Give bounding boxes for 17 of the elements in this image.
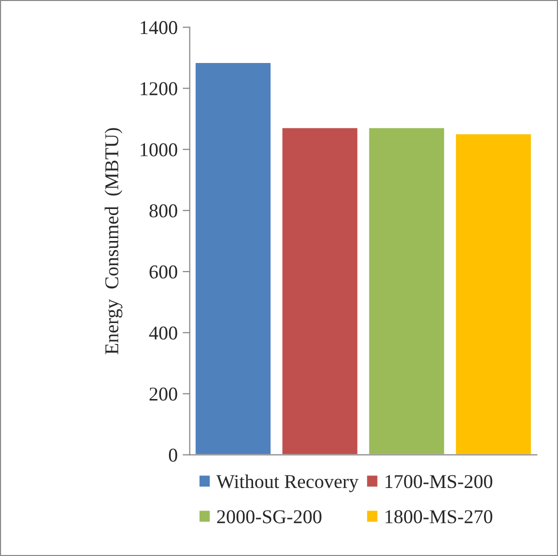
y-tick-label: 1000 [140, 143, 178, 156]
y-tick-label: 200 [150, 388, 178, 401]
y-tick-label: 800 [149, 204, 178, 218]
y-tick-label: 1400 [140, 21, 178, 34]
legend-label: 2000-SG-200 [217, 510, 322, 524]
legend-label: 1800-MS-270 [386, 510, 492, 524]
y-tick-label: 600 [150, 265, 178, 279]
legend-label: 1700-MS-200 [386, 475, 492, 488]
bar [454, 132, 532, 455]
bar [194, 62, 272, 455]
legend-label: Without Recovery [216, 474, 359, 492]
bar [368, 126, 446, 455]
y-tick-label: 400 [149, 326, 178, 340]
y-tick-label: 1200 [140, 82, 178, 96]
y-axis-title: Energy Consumed (MBTU) [104, 128, 122, 354]
bar [281, 126, 359, 455]
y-tick-label: 0 [168, 448, 178, 462]
